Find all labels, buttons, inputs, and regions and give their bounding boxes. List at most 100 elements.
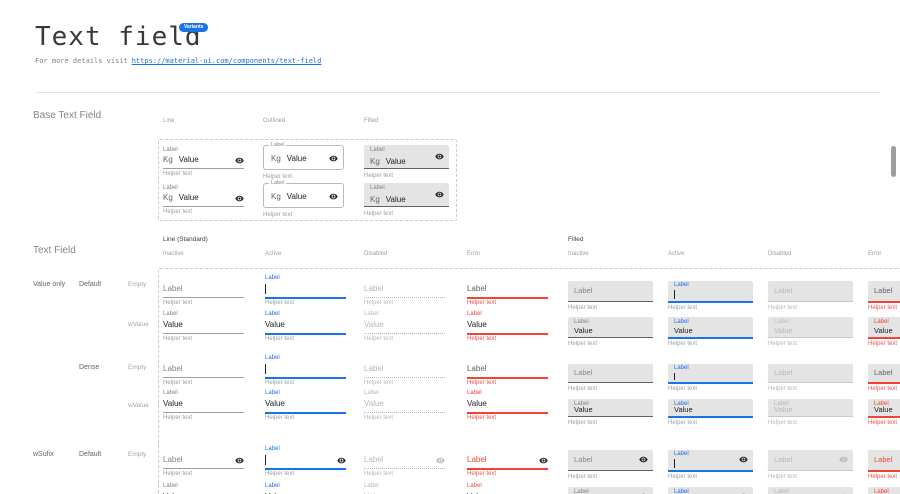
text-cursor <box>265 455 266 465</box>
visibility-eye-icon[interactable] <box>329 154 338 163</box>
text-field-line-error-empty[interactable]: Label Helper text <box>467 275 548 306</box>
field-label: Label <box>874 368 893 377</box>
base-text-field-filled[interactable]: Label Kg Value Helper text <box>364 183 449 217</box>
helper-text: Helper text <box>568 305 598 311</box>
field-label: Label <box>574 319 589 325</box>
text-field-line-inactive-empty[interactable]: Label Helper text <box>163 446 244 477</box>
visibility-eye-icon[interactable] <box>235 194 244 203</box>
base-text-field-outlined[interactable]: Label Kg Value Helper text <box>263 180 344 218</box>
base-text-field-line[interactable]: Label Kg Value Helper text <box>163 147 244 177</box>
field-label: Label <box>674 401 689 407</box>
text-field-line-active-empty[interactable]: Label Helper text <box>265 275 346 306</box>
visibility-eye-icon[interactable] <box>235 456 244 465</box>
field-underline <box>163 377 244 378</box>
text-field-line-disabled-empty[interactable]: Label Helper text <box>364 446 445 477</box>
visibility-eye-icon[interactable] <box>435 152 444 161</box>
text-field-filled-active-empty[interactable]: Label Helper text <box>668 364 753 392</box>
visibility-eye-icon[interactable] <box>435 190 444 199</box>
visibility-eye-icon[interactable] <box>436 456 445 465</box>
visibility-eye-icon[interactable] <box>235 156 244 165</box>
text-field-line-inactive-empty[interactable]: Label Helper text <box>163 275 244 306</box>
helper-text: Helper text <box>768 474 798 480</box>
filled-box: Label <box>668 281 753 303</box>
text-field-line-disabled-empty[interactable]: Label Helper text <box>364 275 445 306</box>
helper-text: Helper text <box>768 341 798 347</box>
text-field-filled-inactive-empty[interactable]: Label Helper text <box>568 281 653 311</box>
text-field-filled-disabled-empty[interactable]: Label Helper text <box>768 364 853 392</box>
group-header-filled: Filled <box>568 236 584 243</box>
field-underline <box>265 297 346 299</box>
text-field-line-disabled-empty[interactable]: Label Helper text <box>364 355 445 386</box>
text-field-filled-active-empty[interactable]: Label Helper text <box>668 281 753 311</box>
text-field-filled-disabled-empty[interactable]: Label Helper text <box>768 450 853 480</box>
field-value: Value <box>265 491 285 494</box>
visibility-eye-icon[interactable] <box>337 456 346 465</box>
visibility-eye-icon[interactable] <box>329 192 338 201</box>
scrollbar-thumb[interactable] <box>891 146 896 177</box>
base-text-field-filled[interactable]: Label Kg Value Helper text <box>364 145 449 179</box>
base-text-field-line[interactable]: Label Kg Value Helper text <box>163 185 244 215</box>
helper-text: Helper text <box>568 341 598 347</box>
field-underline <box>364 377 445 378</box>
text-field-filled-error-empty[interactable]: Label Helper text <box>868 364 900 392</box>
visibility-eye-icon[interactable] <box>539 456 548 465</box>
visibility-eye-icon[interactable] <box>839 455 848 464</box>
helper-text: Helper text <box>868 420 898 426</box>
text-field-filled-inactive-empty[interactable]: Label Helper text <box>568 450 653 480</box>
visibility-eye-icon[interactable] <box>739 455 748 464</box>
text-field-line-error-empty[interactable]: Label Helper text <box>467 355 548 386</box>
text-field-line-inactive-empty[interactable]: Label Helper text <box>163 355 244 386</box>
base-text-field-outlined[interactable]: Label Kg Value Helper text <box>263 142 344 180</box>
text-field-filled-disabled-empty[interactable]: Label Helper text <box>768 281 853 311</box>
field-underline <box>163 333 244 334</box>
helper-text: Helper text <box>163 336 193 342</box>
field-value: Value <box>265 399 285 408</box>
text-field-line-active-empty[interactable]: Label Helper text <box>265 355 346 386</box>
docs-link[interactable]: https://material-ui.com/components/text-… <box>131 57 322 65</box>
text-field-filled-inactive-empty[interactable]: Label Helper text <box>568 364 653 392</box>
text-field-line-error-empty[interactable]: Label Helper text <box>467 446 548 477</box>
helper-text: Helper text <box>265 415 295 421</box>
text-field-line-active-empty[interactable]: Label Helper text <box>265 446 346 477</box>
helper-text: Helper text <box>868 474 898 480</box>
subtitle: For more details visit https://material-u… <box>35 57 321 65</box>
text-field-filled-active-empty[interactable]: Label Helper text <box>668 450 753 480</box>
field-label: Label <box>370 185 385 191</box>
text-field-filled-error-empty[interactable]: Label Helper text <box>868 281 900 311</box>
helper-text: Helper text <box>163 171 193 177</box>
visibility-eye-icon[interactable] <box>639 455 648 464</box>
text-field-filled-error-empty[interactable]: Label Helper text <box>868 450 900 480</box>
field-label: Label <box>674 489 689 494</box>
field-label: Label <box>364 284 384 293</box>
